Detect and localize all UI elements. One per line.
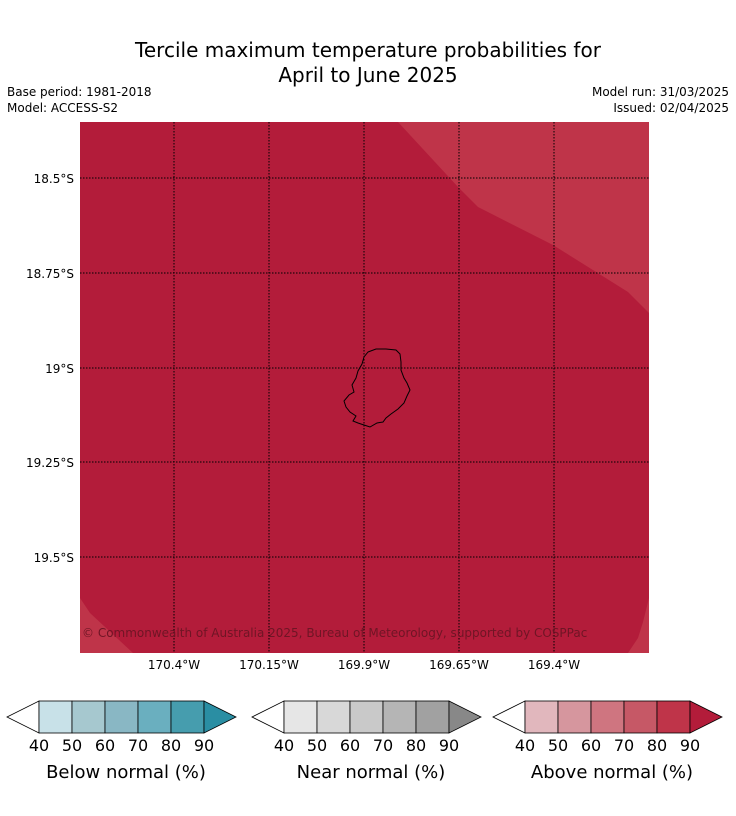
colorbar-tick-label: 80 [160,736,182,755]
colorbar-above-normal: 40 50 60 70 80 90 Above normal (%) [492,700,724,783]
colorbar-label: Below normal (%) [46,762,206,783]
colorbar-segment [104,700,139,734]
lon-label: 169.65°W [429,658,489,672]
lat-label: 19.5°S [34,551,74,565]
colorbar-segment [524,700,559,734]
colorbar-label: Above normal (%) [530,762,694,783]
colorbar-tick-label: 90 [193,736,215,755]
colorbar-extension-low [251,700,285,734]
copyright-notice: © Commonwealth of Australia 2025, Bureau… [82,626,587,640]
colorbar-tick-label: 40 [273,736,295,755]
colorbar-segment [170,700,205,734]
colorbar-swatches [251,700,482,734]
colorbar-near-normal: 40 50 60 70 80 90 Near normal (%) [251,700,483,783]
colorbar-below-normal: 40 50 60 70 80 90 Below normal (%) [6,700,238,783]
colorbar-ticks: 40 50 60 70 80 90 [6,736,246,756]
colorbar-label: Near normal (%) [296,762,446,783]
colorbar-segment [137,700,172,734]
colorbar-tick-label: 90 [438,736,460,755]
latitude-labels: 18.5°S 18.75°S 19°S 19.25°S 19.5°S [26,172,74,565]
issued-date: Issued: 02/04/2025 [613,101,729,115]
lat-label: 18.75°S [26,267,74,281]
colorbar-tick-label: 60 [339,736,361,755]
colorbar-segment [623,700,658,734]
colorbar-tick-label: 60 [94,736,116,755]
longitude-labels: 170.4°W 170.15°W 169.9°W 169.65°W 169.4°… [148,658,580,672]
colorbar-segment [656,700,691,734]
colorbar-extension-high [448,700,482,734]
colorbar-tick-label: 80 [646,736,668,755]
probability-80-region-northeast [398,122,649,313]
colorbar-segment [71,700,106,734]
title-line-2: April to June 2025 [278,63,458,87]
map-figure: © Commonwealth of Australia 2025, Bureau… [26,122,649,672]
colorbar-segment [349,700,384,734]
colorbar-swatches [492,700,723,734]
lat-label: 19.25°S [26,456,74,470]
base-period: Base period: 1981-2018 [7,85,152,99]
colorbar-ticks: 40 50 60 70 80 90 [251,736,491,756]
gridlines [80,122,649,653]
model-run: Model run: 31/03/2025 [591,85,729,99]
lon-label: 169.9°W [338,658,390,672]
lon-label: 169.4°W [528,658,580,672]
model-name: Model: ACCESS-S2 [7,101,119,115]
colorbar-tick-label: 70 [127,736,149,755]
colorbar-swatches [6,700,237,734]
probability-80-region-southwest [80,598,133,653]
colorbar-extension-low [6,700,40,734]
colorbar-tick-label: 80 [405,736,427,755]
colorbar-extension-low [492,700,526,734]
colorbar-tick-label: 40 [28,736,50,755]
colorbar-tick-label: 60 [580,736,602,755]
colorbar-ticks: 40 50 60 70 80 90 [492,736,732,756]
colorbar-tick-label: 50 [547,736,569,755]
lon-label: 170.15°W [239,658,299,672]
colorbar-segment [415,700,450,734]
colorbar-tick-label: 50 [61,736,83,755]
colorbar-segment [283,700,318,734]
lat-label: 19°S [45,362,74,376]
colorbar-segment [382,700,417,734]
colorbar-extension-high [689,700,723,734]
colorbar-tick-label: 90 [679,736,701,755]
colorbar-segment [590,700,625,734]
map-title: Tercile maximum temperature probabilitie… [0,38,736,88]
colorbar-extension-high [203,700,237,734]
meta-right: Model run: 31/03/2025 Issued: 02/04/2025 [592,84,729,116]
meta-left: Base period: 1981-2018 Model: ACCESS-S2 [7,84,152,116]
colorbar-segment [316,700,351,734]
niue-island-outline [343,348,411,428]
colorbar-segment [557,700,592,734]
colorbar-tick-label: 50 [306,736,328,755]
title-line-1: Tercile maximum temperature probabilitie… [135,38,601,62]
lat-label: 18.5°S [34,172,74,186]
lon-label: 170.4°W [148,658,200,672]
colorbar-tick-label: 70 [372,736,394,755]
colorbar-segment [38,700,73,734]
colorbar-tick-label: 70 [613,736,635,755]
map-panel: © Commonwealth of Australia 2025, Bureau… [80,122,649,653]
probability-80-region-southeast [628,598,649,653]
colorbar-tick-label: 40 [514,736,536,755]
